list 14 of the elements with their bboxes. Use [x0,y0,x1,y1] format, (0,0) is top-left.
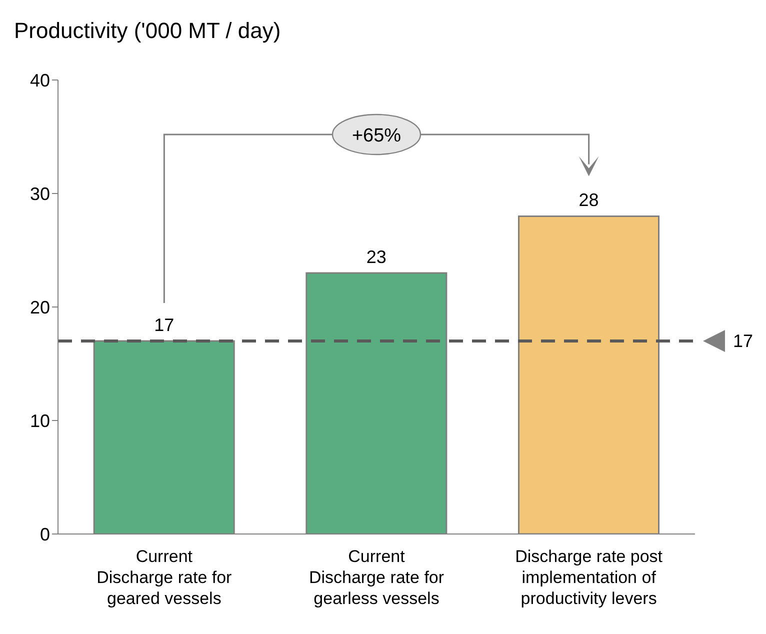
annotation: +65% [352,125,402,146]
y-tick-label: 30 [30,184,50,204]
chart-title: Productivity ('000 MT / day) [14,18,281,44]
data-label: 28 [578,190,599,210]
x-tick-label: Current Discharge rate for gearless vessels [308,547,444,608]
y-tick-label: 10 [30,410,50,431]
x-tick-label: Current Discharge rate for geared vessels [96,547,232,608]
x-tick-label: Discharge rate post implementation of productivity levers [515,547,663,608]
data-label: 17 [154,315,174,336]
data-label: 23 [366,246,386,267]
ref-line-label: 17 [733,331,754,352]
y-tick-label: 0 [40,524,50,544]
y-tick-label: 40 [30,70,50,90]
y-tick-label: 20 [30,297,50,318]
